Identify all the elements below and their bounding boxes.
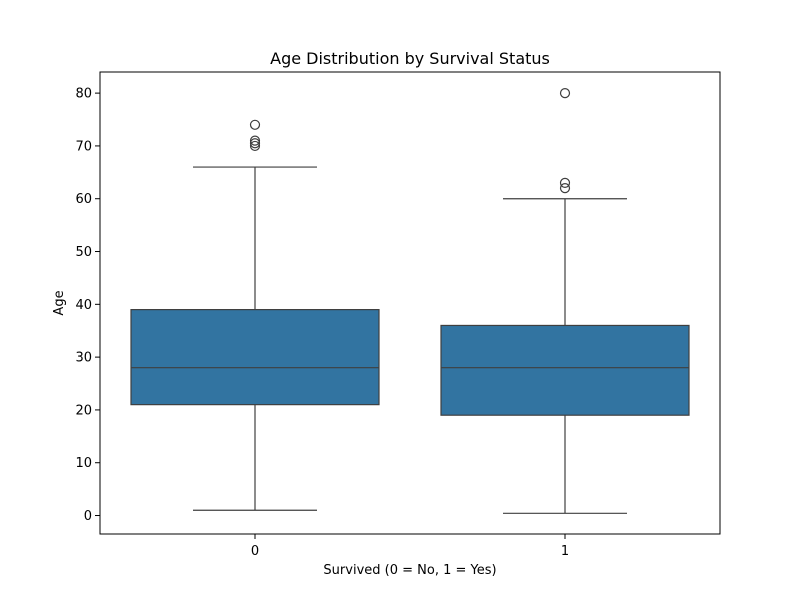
box-0-outlier-3 — [249, 119, 261, 130]
x-tick-label-0: 0 — [251, 544, 259, 559]
y-tick-label-60: 60 — [75, 192, 92, 207]
chart-title: Age Distribution by Survival Status — [270, 49, 550, 68]
y-tick-label-30: 30 — [75, 351, 92, 366]
y-tick-label-10: 10 — [75, 456, 92, 471]
y-tick-label-80: 80 — [75, 87, 92, 102]
box-0-outlier-1 — [249, 138, 261, 149]
y-tick-label-70: 70 — [75, 139, 92, 154]
x-axis-label: Survived (0 = No, 1 = Yes) — [323, 563, 496, 578]
y-tick-label-50: 50 — [75, 245, 92, 260]
plot-frame — [99, 71, 721, 535]
plot-area: 0 10 20 30 40 50 60 70 80 0 1 — [75, 71, 721, 559]
y-axis-label: Age — [52, 290, 67, 315]
box-1-outlier-0 — [559, 183, 571, 194]
box-1-iqr — [440, 324, 690, 416]
box-0-iqr — [130, 309, 380, 406]
y-tick-label-0: 0 — [84, 509, 92, 524]
box-0-outlier-0 — [249, 140, 261, 152]
y-tick-label-40: 40 — [75, 298, 92, 313]
box-0-outlier-2 — [249, 135, 261, 146]
x-tick-label-1: 1 — [561, 544, 569, 559]
box-1-outlier-1 — [559, 177, 571, 188]
y-tick-label-20: 20 — [75, 403, 92, 418]
box-1-outlier-2 — [559, 88, 571, 99]
